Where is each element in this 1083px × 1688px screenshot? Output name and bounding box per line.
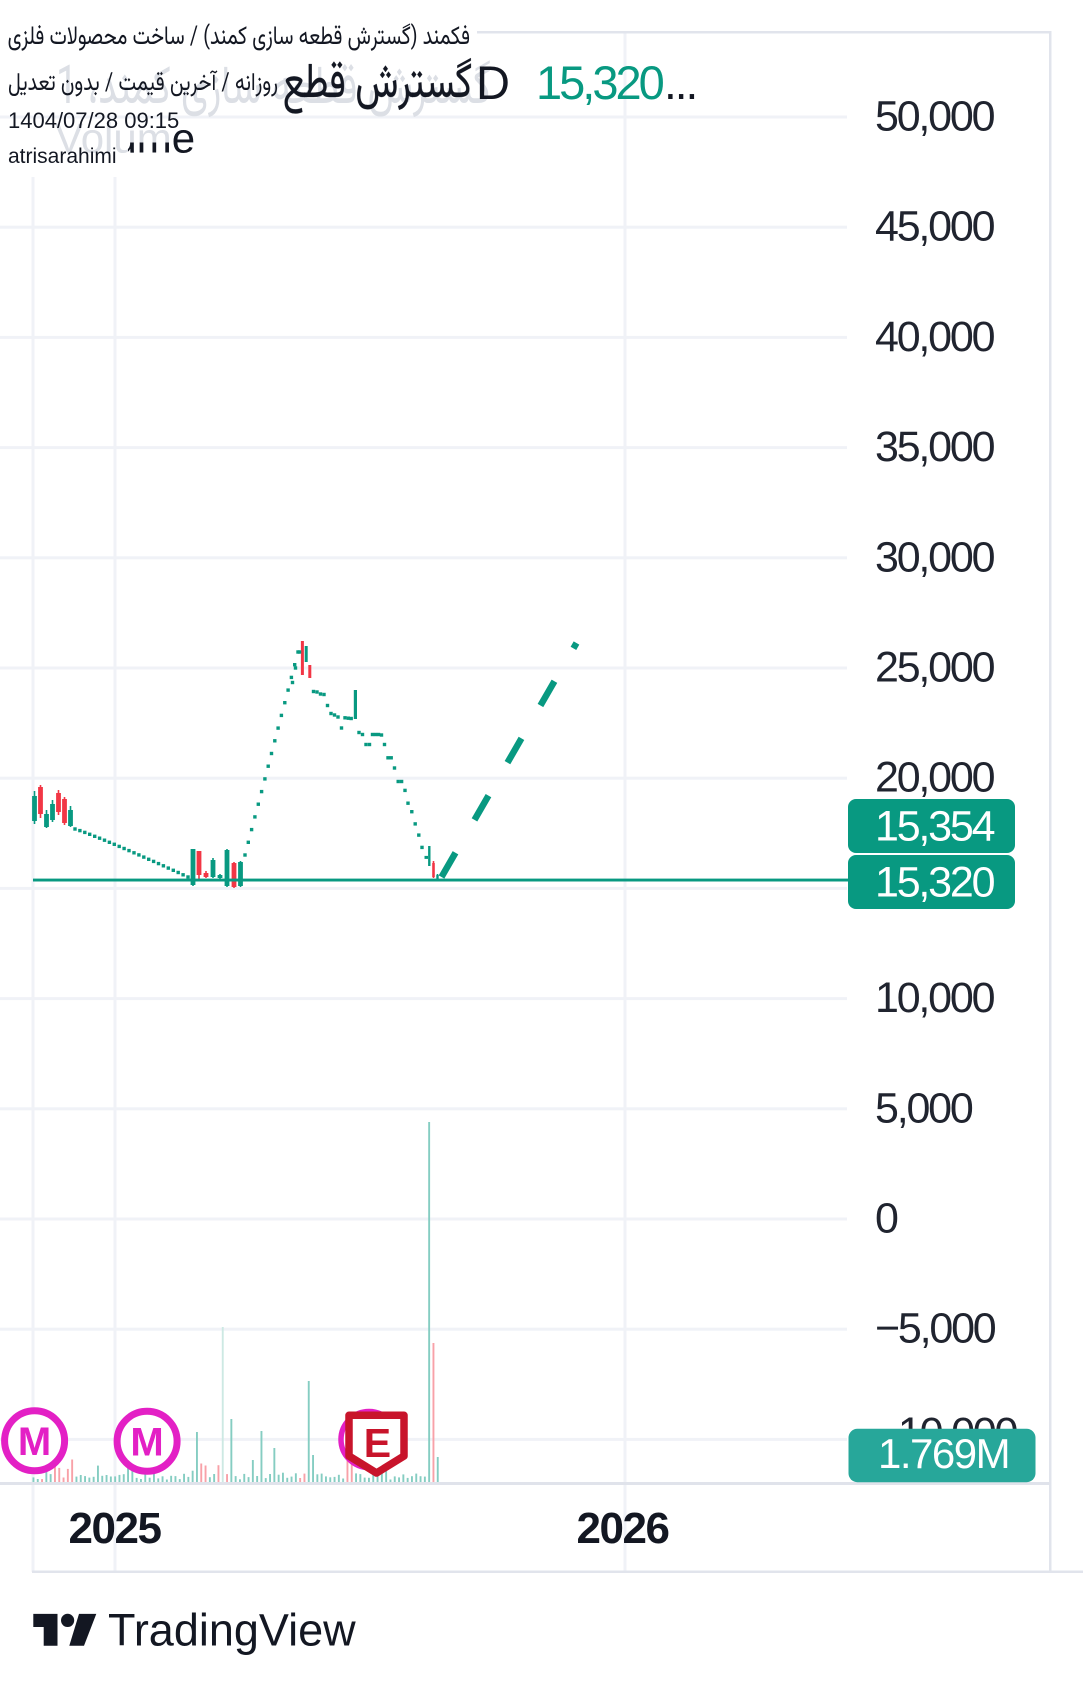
svg-text:2026: 2026 xyxy=(577,1504,669,1553)
svg-text:30,000: 30,000 xyxy=(875,533,995,581)
svg-text:M: M xyxy=(130,1421,163,1465)
svg-text:−5,000: −5,000 xyxy=(875,1305,996,1353)
svg-text:15,354: 15,354 xyxy=(875,803,995,851)
svg-text:40,000: 40,000 xyxy=(875,313,995,361)
svg-text:15,320: 15,320 xyxy=(536,56,664,109)
svg-text:20,000: 20,000 xyxy=(875,754,995,802)
svg-text:M: M xyxy=(18,1420,51,1464)
svg-text:35,000: 35,000 xyxy=(875,423,995,471)
svg-text:1404/07/28 09:15: 1404/07/28 09:15 xyxy=(8,108,179,133)
svg-text:10,000: 10,000 xyxy=(875,974,995,1022)
svg-text:50,000: 50,000 xyxy=(875,93,995,141)
svg-text:E: E xyxy=(364,1420,391,1466)
svg-text:1.769M: 1.769M xyxy=(878,1430,1009,1477)
svg-text:D: D xyxy=(476,56,510,109)
svg-text:0: 0 xyxy=(875,1195,898,1243)
svg-text:25,000: 25,000 xyxy=(875,644,995,692)
svg-text:5,000: 5,000 xyxy=(875,1084,973,1132)
svg-text:2025: 2025 xyxy=(69,1504,162,1553)
svg-text:45,000: 45,000 xyxy=(875,203,995,251)
svg-text:Volume: Volume xyxy=(55,115,195,162)
svg-text:atrisarahimi: atrisarahimi xyxy=(8,145,117,168)
svg-text:...: ... xyxy=(664,57,696,109)
svg-text:15,320: 15,320 xyxy=(875,859,995,907)
svg-text:TradingView: TradingView xyxy=(108,1605,356,1656)
